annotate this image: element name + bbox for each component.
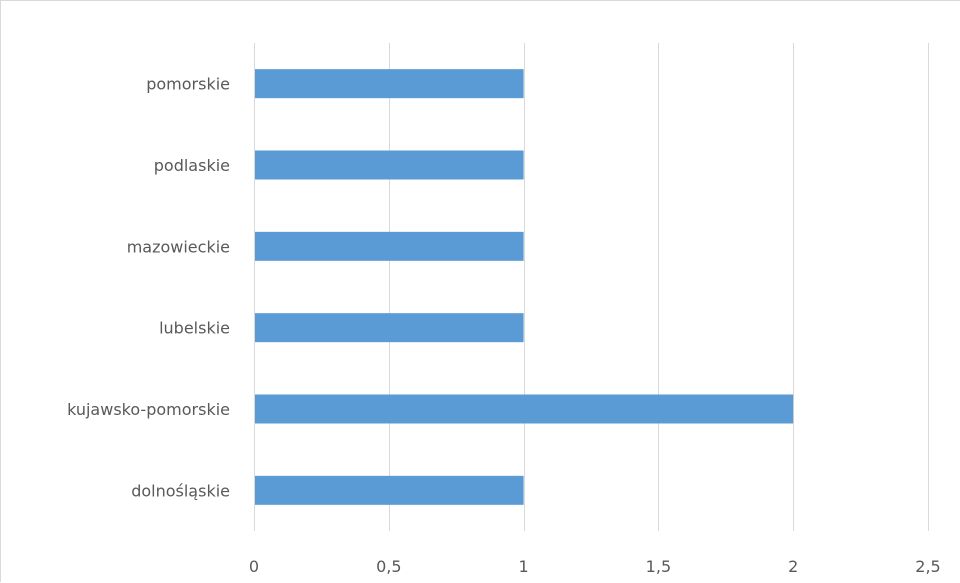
bar-kujawsko-pomorskie: [255, 394, 794, 424]
x-tick-label: 1,5: [646, 557, 671, 576]
gridlines: [254, 43, 929, 531]
bar-podlaskie: [255, 150, 524, 180]
category-label: podlaskie: [154, 156, 230, 175]
x-tick-label: 2,5: [915, 557, 940, 576]
category-label: mazowieckie: [127, 237, 230, 256]
bar-lubelskie: [255, 313, 524, 343]
category-label: dolnośląskie: [131, 481, 230, 500]
x-tick-label: 0,5: [376, 557, 401, 576]
x-tick-label: 1: [519, 557, 529, 576]
category-label: pomorskie: [146, 75, 230, 94]
bars: [255, 69, 794, 505]
x-axis-tick-labels: 0 0,5 1 1,5 2 2,5: [249, 557, 941, 576]
category-label: kujawsko-pomorskie: [67, 400, 230, 419]
bar-pomorskie: [255, 69, 524, 99]
bar-dolnośląskie: [255, 475, 524, 505]
category-label: lubelskie: [159, 319, 230, 338]
bar-mazowieckie: [255, 231, 524, 261]
x-tick-label: 0: [249, 557, 259, 576]
x-tick-label: 2: [788, 557, 798, 576]
category-labels: pomorskie podlaskie mazowieckie lubelskie ku…: [67, 75, 230, 501]
